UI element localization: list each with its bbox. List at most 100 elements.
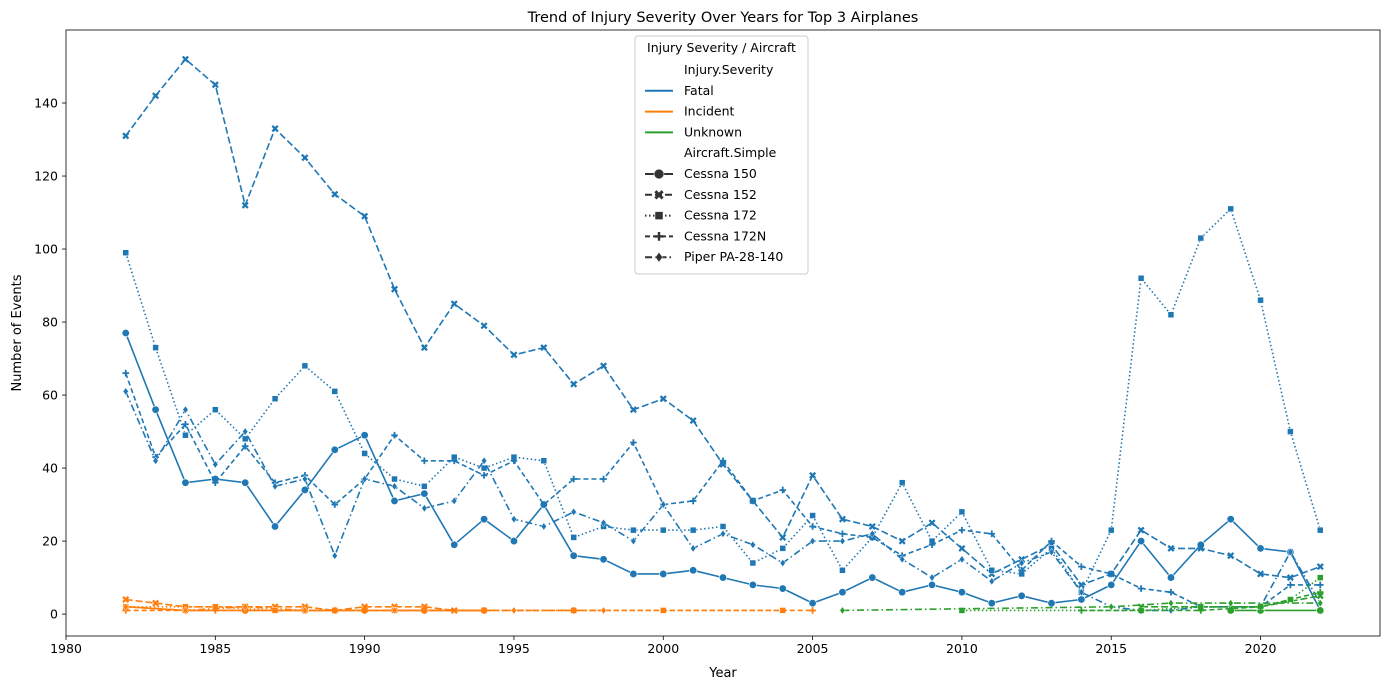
- data-point: [361, 212, 369, 220]
- data-point: [749, 497, 757, 505]
- y-tick-label: 0: [50, 607, 58, 622]
- data-point: [868, 573, 877, 582]
- data-point: [1137, 526, 1145, 534]
- plot-area: [65, 29, 1381, 637]
- legend-title: Injury Severity / Aircraft: [647, 40, 796, 55]
- data-point: [1317, 574, 1324, 581]
- data-point: [1137, 274, 1145, 282]
- data-point: [242, 427, 249, 436]
- data-point: [808, 599, 817, 608]
- legend-label: Cessna 152: [684, 187, 757, 202]
- y-tick-label: 60: [42, 388, 58, 403]
- data-point: [271, 395, 279, 402]
- data-point: [1287, 547, 1294, 557]
- data-point: [390, 496, 399, 505]
- data-point: [689, 417, 697, 425]
- data-point: [1227, 598, 1234, 608]
- data-point: [719, 457, 727, 465]
- data-point: [122, 387, 129, 396]
- legend-label: Piper PA-28-140: [684, 249, 783, 264]
- data-point: [779, 545, 786, 552]
- x-tick-label: 2015: [1095, 641, 1127, 656]
- data-point: [1078, 588, 1085, 597]
- data-point: [689, 497, 697, 505]
- data-point: [570, 534, 577, 541]
- series-line-unknown-piper-pa-28-140: [842, 602, 1321, 612]
- data-point: [481, 456, 488, 465]
- data-point: [1108, 602, 1115, 611]
- data-point: [839, 530, 846, 538]
- data-point: [331, 501, 339, 508]
- data-point: [1197, 234, 1205, 242]
- series-fatal-cessna-152: [122, 55, 1324, 589]
- data-point: [839, 536, 846, 546]
- legend-label: Cessna 172: [684, 208, 757, 223]
- data-point: [331, 388, 339, 395]
- data-point: [690, 544, 697, 553]
- data-point: [719, 529, 727, 538]
- data-point: [599, 555, 608, 564]
- data-point: [1137, 607, 1145, 614]
- data-point: [152, 456, 159, 465]
- data-point: [122, 249, 129, 256]
- data-point: [540, 501, 548, 508]
- data-point: [1286, 574, 1294, 582]
- data-point: [450, 457, 458, 465]
- legend-label: Cessna 150: [684, 166, 757, 181]
- data-point: [509, 537, 518, 546]
- data-point: [301, 474, 308, 484]
- data-point: [898, 479, 906, 486]
- legend-label: Incident: [684, 104, 735, 119]
- data-point: [122, 602, 129, 611]
- data-point: [898, 537, 906, 545]
- data-point: [212, 406, 219, 413]
- data-point: [569, 551, 578, 560]
- data-point: [689, 566, 698, 575]
- data-point: [510, 351, 518, 359]
- data-point: [1316, 563, 1324, 571]
- data-point: [451, 496, 458, 506]
- data-point: [241, 201, 249, 209]
- legend-header: Injury.Severity: [684, 62, 774, 77]
- data-point: [749, 559, 757, 567]
- data-point: [839, 567, 846, 574]
- data-point: [480, 472, 488, 479]
- legend-header: Aircraft.Simple: [684, 145, 777, 160]
- data-point: [1107, 526, 1115, 534]
- plot-frame: [65, 29, 1381, 637]
- data-point: [630, 536, 637, 546]
- legend-marker-cessna-150: [653, 168, 665, 180]
- data-point: [600, 518, 607, 527]
- data-point: [1077, 581, 1085, 589]
- y-axis-label: Number of Events: [10, 274, 25, 391]
- data-point: [1197, 544, 1205, 552]
- data-point: [630, 439, 637, 446]
- data-point: [421, 504, 428, 513]
- data-point: [779, 558, 786, 568]
- data-point: [390, 285, 399, 293]
- data-point: [719, 523, 727, 530]
- data-point: [391, 482, 398, 491]
- data-point: [1078, 563, 1085, 570]
- data-point: [1137, 585, 1145, 592]
- legend-marker-piper-pa-28-140: [655, 251, 663, 263]
- data-point: [1226, 606, 1235, 615]
- data-point: [361, 474, 368, 484]
- data-point: [212, 479, 219, 486]
- data-point: [480, 515, 489, 524]
- y-tick-label: 100: [34, 242, 58, 257]
- data-point: [421, 457, 428, 465]
- data-point: [271, 522, 280, 531]
- data-point: [660, 500, 667, 509]
- data-point: [1167, 544, 1175, 552]
- data-point: [958, 607, 966, 614]
- data-point: [391, 431, 398, 439]
- data-point: [1166, 573, 1175, 582]
- data-point: [181, 478, 190, 487]
- series-unknown-cessna-172n: [1078, 588, 1324, 614]
- data-point: [182, 420, 189, 428]
- data-point: [391, 606, 398, 615]
- data-point: [1077, 595, 1086, 604]
- y-tick-label: 40: [42, 461, 58, 476]
